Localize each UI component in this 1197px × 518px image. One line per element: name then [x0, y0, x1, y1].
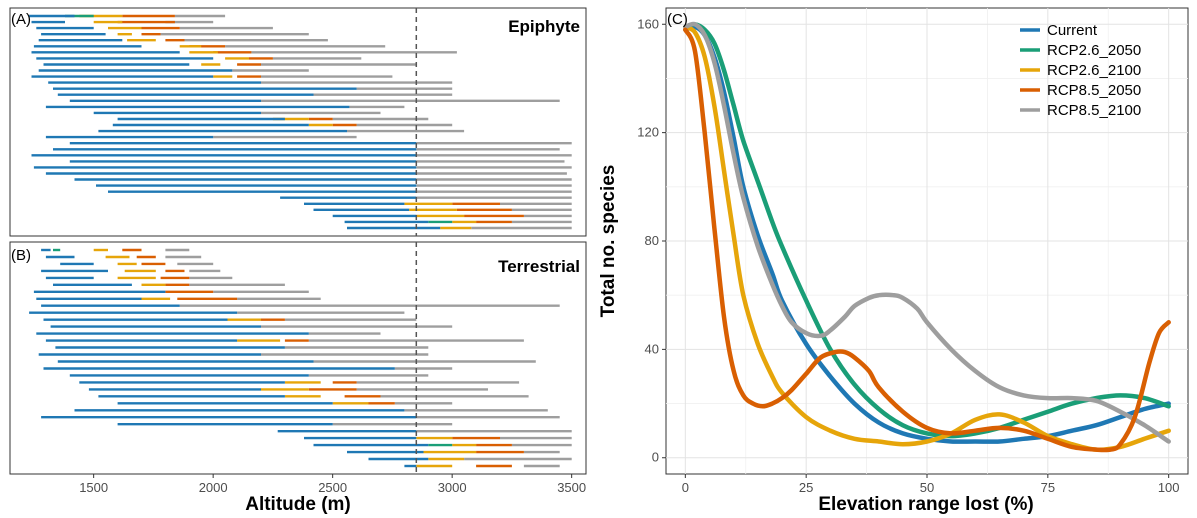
x-tick-label: 75 [1041, 480, 1055, 495]
x-tick-label: 2500 [318, 480, 347, 495]
panel-b-title: Terrestrial [498, 257, 580, 276]
panel-b: (B) Terrestrial 1500 2000 2500 3000 3500 Alt… [9, 241, 587, 515]
panel-c-x-axis-title: Elevation range lost (%) [818, 494, 1033, 515]
legend-label: Current [1047, 22, 1098, 39]
y-tick-label: 40 [645, 341, 659, 356]
panel-a-tag: (A) [11, 11, 31, 28]
x-tick-label: 3000 [438, 480, 467, 495]
legend-label: RCP2.6_2050 [1047, 42, 1141, 59]
panel-a-title: Epiphyte [508, 17, 580, 36]
x-tick-label: 1500 [79, 480, 108, 495]
y-tick-label: 120 [637, 125, 659, 140]
series-line-rcp2-6-2100 [683, 24, 1171, 452]
panel-b-segments [29, 248, 572, 468]
panel-a: (A) Epiphyte [9, 7, 587, 237]
y-tick-label: 80 [645, 233, 659, 248]
panel-b-tag: (B) [11, 247, 31, 264]
series-line-rcp8-5-2100 [683, 21, 1171, 444]
x-tick-label: 3500 [557, 480, 586, 495]
panel-c-ticks: 0 25 50 75 100 0 40 80 120 160 [637, 16, 1179, 495]
series-line-current [683, 24, 1171, 444]
y-tick-label: 160 [637, 16, 659, 31]
panel-c: 0 25 50 75 100 0 40 80 120 160 (C) Elevation rang… [598, 7, 1189, 515]
panel-c-y-axis-title: Total no. species [598, 165, 619, 318]
x-tick-label: 50 [920, 480, 934, 495]
x-tick-label: 25 [799, 480, 813, 495]
panel-c-lines [683, 21, 1171, 453]
panel-b-frame [9, 241, 587, 475]
legend-label: RCP2.6_2100 [1047, 62, 1141, 79]
panel-c-legend: Current RCP2.6_2050 RCP2.6_2100 RCP8.5_2050… [1020, 22, 1141, 119]
series-line-rcp2-6-2050 [683, 22, 1171, 439]
x-tick-label: 0 [682, 480, 689, 495]
x-tick-label: 2000 [199, 480, 228, 495]
panel-b-x-axis-title: Altitude (m) [245, 494, 351, 515]
panel-b-x-ticks: 1500 2000 2500 3000 3500 [79, 474, 586, 495]
legend-label: RCP8.5_2100 [1047, 102, 1141, 119]
y-tick-label: 0 [652, 450, 659, 465]
series-line-rcp8-5-2050 [683, 27, 1171, 453]
panel-a-segments [29, 14, 572, 230]
panel-c-tag: (C) [667, 11, 688, 28]
x-tick-label: 100 [1158, 480, 1180, 495]
legend-label: RCP8.5_2050 [1047, 82, 1141, 99]
panel-a-frame [9, 7, 587, 237]
